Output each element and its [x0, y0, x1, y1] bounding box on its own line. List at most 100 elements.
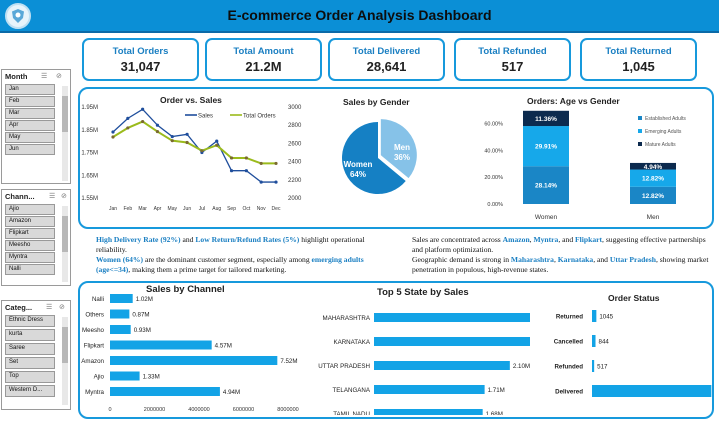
insight-text: Sales are concentrated across	[412, 235, 503, 244]
multi-select-icon[interactable]: ☰	[41, 73, 48, 80]
pie-label: 36%	[394, 153, 410, 162]
stack-segment	[523, 166, 569, 204]
chart-title: Order Status	[608, 293, 660, 303]
bar-value-label: 1045	[599, 313, 613, 320]
slicer-item-channel[interactable]: Ajio	[5, 204, 55, 215]
channel-slicer[interactable]: Chann... ☰ ⊘ Ajio Amazon Flipkart Meesho…	[1, 189, 71, 286]
slicer-item-channel[interactable]: Amazon	[5, 216, 55, 227]
y2-tick-label: 2000	[288, 196, 302, 202]
chart-title: Orders: Age vs Gender	[527, 96, 620, 106]
slicer-item-channel[interactable]: Flipkart	[5, 228, 55, 239]
slicer-item-category[interactable]: Saree	[5, 343, 55, 355]
category-label: Returned	[556, 313, 583, 320]
x-tick-label: Jul	[199, 206, 205, 212]
insight-text: and	[180, 235, 196, 244]
y2-tick-label: 2400	[288, 160, 302, 166]
dashboard-title: E-commerce Order Analysis Dashboard	[227, 7, 492, 23]
x-tick-label: 4000000	[188, 407, 209, 413]
category-label: UTTAR PRADESH	[318, 363, 370, 370]
slicer-item-channel[interactable]: Nalli	[5, 264, 55, 275]
insight-text: , and	[558, 235, 576, 244]
multi-select-icon[interactable]: ☰	[46, 304, 53, 311]
kpi-total-returned: Total Returned 1,045	[580, 38, 697, 81]
multi-select-icon[interactable]: ☰	[49, 193, 56, 200]
insight-highlight: Low Return/Refund Rates (5%)	[195, 235, 300, 244]
chart-title: Sales by Channel	[146, 284, 225, 295]
bar-value-label: 0.93M	[134, 327, 151, 334]
y-tick-label: 40.00%	[484, 148, 503, 154]
bar	[110, 294, 133, 303]
clear-filter-icon[interactable]: ⊘	[59, 304, 65, 311]
data-point	[155, 129, 160, 134]
x-tick-label: 0	[108, 407, 111, 413]
slicer-item-month[interactable]: Feb	[5, 96, 55, 107]
legend-label: Established Adults	[645, 116, 686, 122]
y-tick-label: 1.65M	[81, 173, 98, 179]
bar-value-label: 0.87M	[132, 311, 149, 318]
data-point	[185, 132, 189, 136]
category-label: TELANGANA	[333, 387, 371, 394]
bar	[110, 309, 130, 319]
slicer-item-month[interactable]: Jan	[5, 84, 55, 95]
month-slicer-title: Month	[5, 72, 28, 81]
kpi-label: Total Amount	[233, 46, 294, 57]
slicer-item-channel[interactable]: Meesho	[5, 240, 55, 251]
category-slicer-title: Categ...	[5, 303, 33, 312]
kpi-value: 21.2M	[245, 59, 282, 74]
sales-by-channel-chart: Nalli 1.02M Others 0.87M Meesho 0.93M Flipkart…	[81, 294, 299, 413]
month-slicer[interactable]: Month ☰ ⊘ Jan Feb Mar Apr May Jun	[1, 69, 71, 184]
slicer-item-month[interactable]: Mar	[5, 108, 55, 119]
y-tick-label: 0.00%	[487, 202, 503, 208]
slicer-item-category[interactable]: Top	[5, 371, 55, 383]
category-label: Myntra	[85, 389, 104, 396]
slicer-item-month[interactable]: Jun	[5, 144, 55, 155]
x-tick-label: Mar	[138, 206, 147, 212]
insight-highlight: Karnataka	[557, 255, 594, 264]
pie-label: Women	[344, 160, 373, 169]
slicer-scrollbar[interactable]	[62, 206, 68, 282]
pie-label: 64%	[350, 170, 366, 179]
slicer-item-category[interactable]: Set	[5, 357, 55, 369]
x-tick-label: 8000000	[277, 407, 298, 413]
bar	[110, 387, 220, 396]
data-point	[155, 123, 160, 127]
kpi-total-amount: Total Amount 21.2M	[205, 38, 322, 81]
data-point	[170, 134, 174, 139]
series-line	[112, 108, 276, 183]
slicer-scrollbar[interactable]	[62, 86, 68, 181]
slicer-item-category[interactable]: Western D...	[5, 385, 55, 397]
clear-filter-icon[interactable]: ⊘	[61, 193, 67, 200]
category-slicer[interactable]: Categ... ☰ ⊘ Ethnic Dress kurta Saree Se…	[1, 300, 71, 410]
slicer-item-category[interactable]: kurta	[5, 329, 55, 341]
x-tick-label: Oct	[242, 206, 250, 212]
insight-highlight: Amazon	[502, 235, 530, 244]
order-status-chart: Returned 1045 Cancelled 844 Refunded 517 Deliv…	[554, 310, 712, 397]
stack-segment	[523, 110, 569, 127]
slicer-item-channel[interactable]: Myntra	[5, 252, 55, 263]
clear-filter-icon[interactable]: ⊘	[56, 73, 62, 80]
category-label: Delivered	[555, 388, 583, 395]
bar-value-label: 2.10M	[513, 363, 530, 370]
bar	[374, 313, 530, 322]
x-tick-label: Sep	[227, 206, 236, 212]
category-label: Cancelled	[554, 338, 583, 345]
insight-text: , and	[593, 255, 610, 264]
bar	[110, 356, 278, 365]
insight-highlight: Maharashtra	[510, 255, 554, 264]
data-point	[229, 169, 234, 173]
data-point	[259, 161, 263, 166]
slicer-item-category[interactable]: Ethnic Dress	[5, 315, 55, 327]
chart-title: Order vs. Sales	[160, 95, 222, 105]
slicer-item-month[interactable]: Apr	[5, 120, 55, 131]
slicer-item-month[interactable]: May	[5, 132, 55, 143]
x-tick-label: Jun	[183, 206, 191, 212]
data-point	[141, 107, 145, 111]
kpi-label: Total Refunded	[478, 46, 547, 57]
segment-label: 4.94%	[644, 164, 663, 171]
segment-label: 28.14%	[535, 183, 557, 190]
y-tick-label: 60.00%	[484, 121, 503, 127]
segment-label: 11.36%	[535, 116, 557, 123]
slicer-scrollbar[interactable]	[62, 317, 68, 405]
x-tick-label: Nov	[257, 206, 266, 212]
chart-title: Top 5 State by Sales	[377, 287, 469, 298]
